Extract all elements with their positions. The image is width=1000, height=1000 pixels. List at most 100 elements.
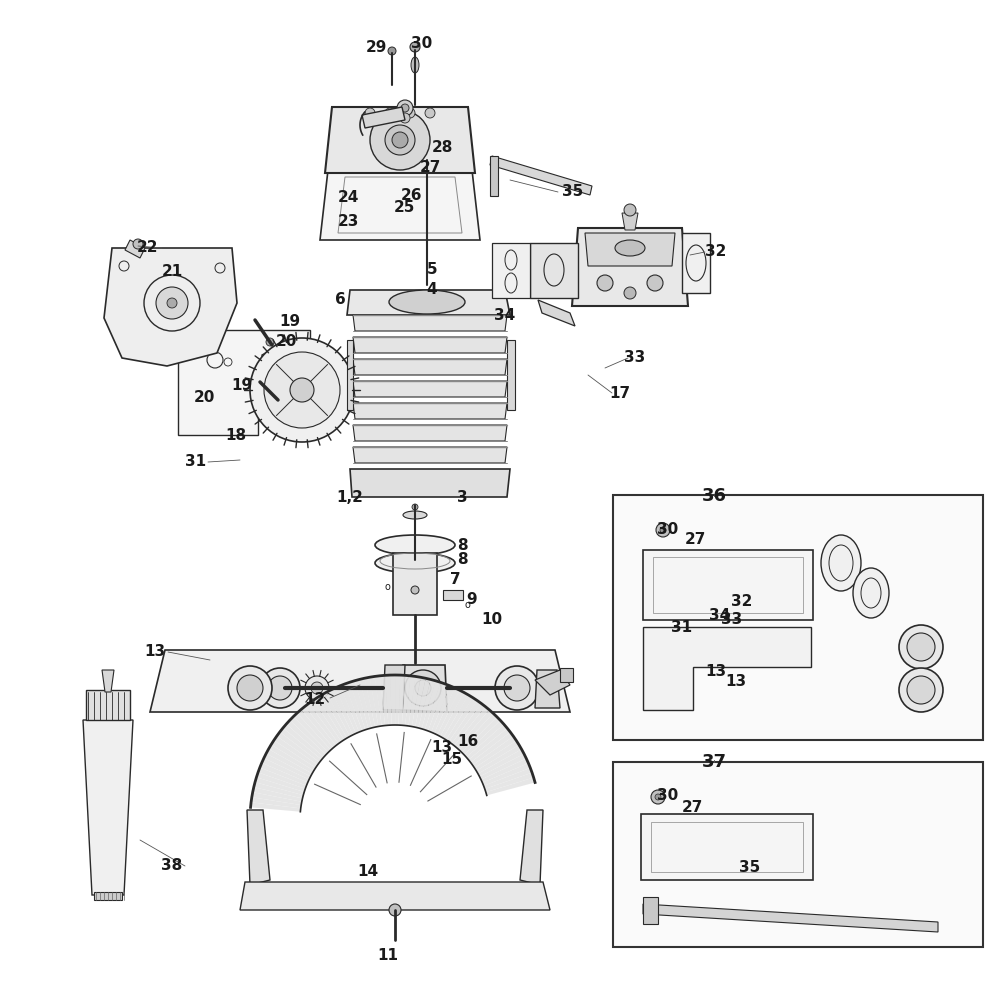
Polygon shape	[325, 107, 475, 173]
Polygon shape	[380, 675, 388, 726]
Ellipse shape	[417, 169, 437, 181]
Text: 32: 32	[705, 244, 727, 259]
Polygon shape	[331, 688, 356, 735]
Ellipse shape	[411, 57, 419, 73]
Polygon shape	[353, 337, 507, 353]
Polygon shape	[347, 290, 510, 315]
Circle shape	[260, 668, 300, 708]
Polygon shape	[313, 697, 344, 742]
Polygon shape	[643, 897, 658, 924]
Text: 32: 32	[731, 594, 753, 609]
Polygon shape	[252, 792, 302, 805]
Polygon shape	[102, 670, 114, 692]
Circle shape	[370, 110, 430, 170]
Polygon shape	[240, 882, 550, 910]
Text: 31: 31	[671, 620, 693, 636]
Polygon shape	[385, 675, 392, 725]
Text: 7: 7	[450, 572, 460, 587]
Polygon shape	[469, 728, 510, 762]
Text: 30: 30	[657, 788, 679, 804]
Polygon shape	[353, 359, 507, 375]
Text: 34: 34	[494, 308, 516, 322]
Polygon shape	[326, 690, 353, 736]
Polygon shape	[398, 675, 405, 725]
Polygon shape	[431, 686, 455, 733]
Polygon shape	[255, 777, 304, 795]
Polygon shape	[262, 758, 309, 783]
Polygon shape	[104, 248, 237, 366]
Polygon shape	[535, 670, 570, 695]
Text: 19: 19	[279, 314, 301, 330]
Text: 28: 28	[431, 140, 453, 155]
Polygon shape	[641, 814, 813, 880]
Circle shape	[412, 504, 418, 510]
Ellipse shape	[403, 511, 427, 519]
Circle shape	[660, 527, 666, 533]
Polygon shape	[418, 679, 436, 729]
Polygon shape	[283, 724, 324, 760]
Text: o: o	[464, 600, 470, 610]
Circle shape	[389, 904, 401, 916]
Polygon shape	[459, 713, 497, 752]
Polygon shape	[462, 717, 500, 755]
Polygon shape	[293, 713, 331, 752]
Polygon shape	[178, 330, 310, 435]
Polygon shape	[492, 243, 530, 298]
Circle shape	[133, 239, 143, 249]
Text: 33: 33	[721, 612, 743, 628]
Polygon shape	[395, 675, 400, 725]
Text: 27: 27	[684, 532, 706, 548]
Text: 25: 25	[393, 200, 415, 216]
Text: 34: 34	[709, 607, 731, 622]
Polygon shape	[353, 403, 507, 419]
Polygon shape	[274, 736, 318, 768]
Text: 9: 9	[467, 592, 477, 607]
Polygon shape	[320, 170, 480, 240]
Polygon shape	[353, 447, 507, 463]
Polygon shape	[486, 778, 535, 795]
Polygon shape	[480, 754, 526, 780]
Polygon shape	[280, 728, 322, 762]
Polygon shape	[345, 682, 365, 731]
Text: 14: 14	[357, 864, 379, 880]
Circle shape	[421, 149, 433, 161]
Polygon shape	[520, 810, 543, 885]
Polygon shape	[482, 763, 530, 786]
Text: 30: 30	[657, 522, 679, 538]
Circle shape	[899, 625, 943, 669]
Circle shape	[268, 676, 292, 700]
Polygon shape	[643, 627, 811, 710]
Ellipse shape	[615, 240, 645, 256]
Ellipse shape	[375, 553, 455, 573]
Polygon shape	[490, 156, 498, 196]
Text: 8: 8	[457, 552, 467, 568]
Text: 24: 24	[337, 190, 359, 206]
Polygon shape	[405, 676, 416, 726]
Text: 33: 33	[624, 351, 646, 365]
Polygon shape	[360, 678, 375, 728]
Circle shape	[647, 275, 663, 291]
Polygon shape	[370, 676, 382, 726]
Ellipse shape	[821, 535, 861, 591]
Polygon shape	[286, 720, 326, 757]
Polygon shape	[437, 690, 464, 736]
Polygon shape	[682, 233, 710, 293]
Text: 11: 11	[378, 948, 398, 962]
Circle shape	[250, 338, 354, 442]
Polygon shape	[402, 675, 411, 726]
Polygon shape	[443, 590, 463, 600]
Polygon shape	[262, 340, 300, 368]
Polygon shape	[484, 768, 532, 789]
Polygon shape	[251, 797, 301, 808]
Circle shape	[624, 204, 636, 216]
Text: 12: 12	[304, 692, 326, 708]
Circle shape	[385, 108, 395, 118]
Text: 13: 13	[705, 664, 727, 680]
Circle shape	[495, 666, 539, 710]
Text: 29: 29	[365, 39, 387, 54]
Polygon shape	[353, 315, 507, 331]
Polygon shape	[401, 665, 447, 712]
Circle shape	[655, 794, 661, 800]
Polygon shape	[340, 684, 362, 732]
Text: o: o	[384, 582, 390, 592]
